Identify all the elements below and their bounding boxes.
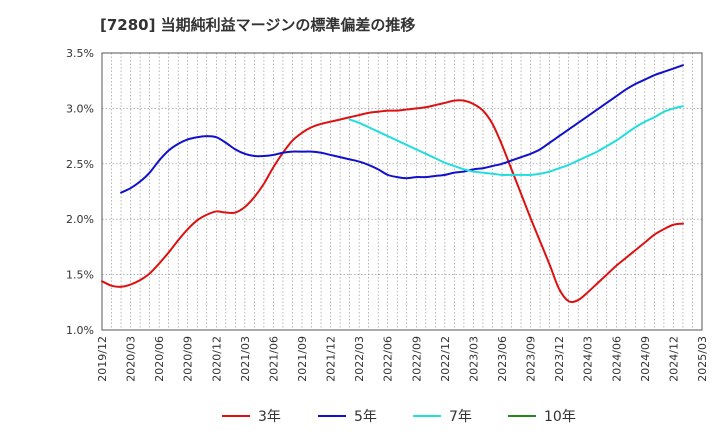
x-tick-label: 2023/09 — [525, 336, 538, 382]
series-line-3 — [348, 105, 684, 176]
legend-swatch — [222, 415, 250, 417]
x-tick-label: 2020/03 — [125, 336, 138, 382]
y-tick-label: 2.0% — [66, 213, 94, 226]
legend-swatch — [508, 415, 536, 417]
x-tick-label: 2022/09 — [410, 336, 423, 382]
legend-item: 7年 — [413, 404, 472, 428]
x-tick-label: 2023/06 — [496, 336, 509, 382]
legend-label: 10年 — [544, 409, 576, 425]
x-tick-label: 2022/12 — [439, 336, 452, 382]
horizontal-grid: 3.5% 3.0% 2.5% 2.0% 1.5% 1.0% — [66, 47, 702, 337]
chart-legend: 3年 5年 7年 10年 — [0, 404, 720, 428]
y-tick-label: 1.5% — [66, 269, 94, 282]
y-tick-label: 2.5% — [66, 158, 94, 171]
plot-area — [102, 53, 702, 330]
x-tick-label: 2022/03 — [353, 336, 366, 382]
x-tick-label: 2023/03 — [467, 336, 480, 382]
chart-title: [7280] 当期純利益マージンの標準偏差の推移 — [100, 16, 416, 34]
x-tick-label: 2019/12 — [96, 336, 109, 382]
x-tick-label: 2021/06 — [267, 336, 280, 382]
x-tick-label: 2020/06 — [153, 336, 166, 382]
x-tick-label: 2024/09 — [639, 336, 652, 382]
legend-swatch — [413, 415, 441, 417]
y-tick-label: 1.0% — [66, 324, 94, 337]
legend-label: 5年 — [354, 409, 377, 425]
x-tick-label: 2020/09 — [182, 336, 195, 382]
x-tick-label: 2022/06 — [382, 336, 395, 382]
x-tick-label: 2025/03 — [696, 336, 709, 382]
x-tick-label: 2024/12 — [667, 336, 680, 382]
legend-label: 7年 — [449, 409, 472, 425]
y-tick-label: 3.5% — [66, 47, 94, 60]
series-line-2 — [120, 64, 684, 194]
x-tick-label: 2020/12 — [210, 336, 223, 382]
legend-item: 3年 — [222, 404, 281, 428]
x-tick-label: 2021/12 — [325, 336, 338, 382]
legend-swatch — [318, 415, 346, 417]
legend-item: 5年 — [318, 404, 377, 428]
x-tick-label: 2024/06 — [610, 336, 623, 382]
x-tick-label: 2021/03 — [239, 336, 252, 382]
x-tick-label: 2021/09 — [296, 336, 309, 382]
x-tick-label: 2023/12 — [553, 336, 566, 382]
x-axis-ticks: 2019/12 2020/03 2020/06 2020/09 2020/12 2021/… — [96, 336, 709, 382]
y-tick-label: 3.0% — [66, 102, 94, 115]
legend-item: 10年 — [508, 404, 576, 428]
legend-label: 3年 — [258, 409, 281, 425]
x-tick-label: 2024/03 — [582, 336, 595, 382]
series-line-1 — [101, 99, 684, 304]
plot-frame — [101, 52, 703, 331]
